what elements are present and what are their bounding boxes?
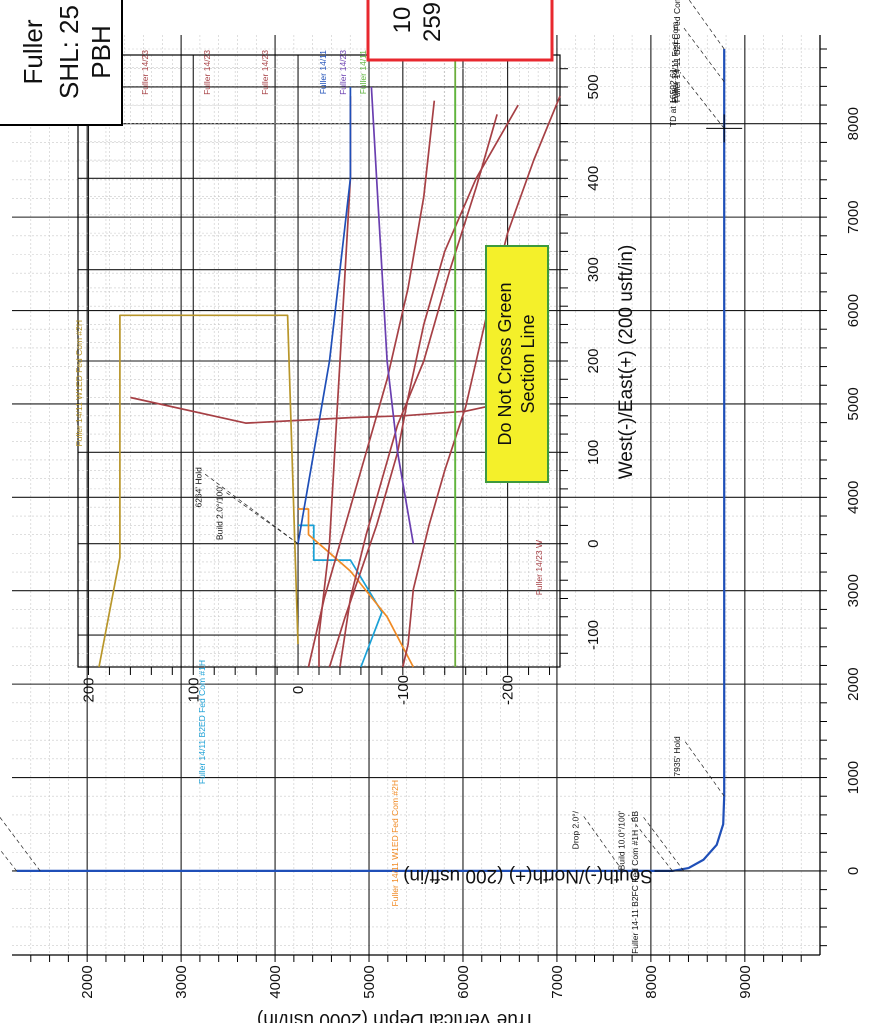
title-box-line-1: Fuller: [18, 19, 48, 84]
well-label: Fuller 14/23: [260, 50, 270, 95]
plan-y-tick-label: -100: [395, 675, 412, 705]
vs-annotation-label: Fuller 14-11 B2FC Fed Com #: [672, 0, 682, 102]
plan-x-tick-label: 500: [585, 74, 602, 99]
vs-x-tick-label: 7000: [845, 200, 862, 233]
well-label: Fuller 14/11 W1ED Fed Com #2H: [74, 320, 84, 446]
well-label: Fuller 14/11: [358, 50, 368, 95]
well-path-7: [130, 396, 529, 424]
vs-y-tick-label: 2000: [79, 965, 96, 998]
vs-annotation-leader: [582, 814, 623, 872]
vs-x-tick-label: 8000: [845, 107, 862, 140]
red-box-line-2: 259: [419, 2, 446, 42]
vs-y-tick-label: 9000: [737, 965, 754, 998]
well-path-4: [339, 114, 498, 668]
well-label: Fuller 14/11: [318, 50, 328, 95]
plan-annotation-label: 6264' Hold: [194, 467, 204, 508]
vertical-section-grid: [12, 35, 827, 962]
vs-annotation-leader: [681, 25, 725, 82]
vs-y-tick-label: 5000: [361, 965, 378, 998]
vs-annotation-label: Fuller 14-11 B2FC Fed Com #1H - BB: [630, 811, 640, 954]
vs-x-tick-label: 0: [845, 867, 862, 875]
title-box-line-2: SHL: 25: [54, 5, 84, 99]
title-box: [0, 0, 123, 126]
well-path-8: [297, 87, 352, 544]
well-path-11: [98, 314, 299, 668]
plan-view-wells: [98, 55, 561, 668]
vs-x-tick-label: 3000: [845, 574, 862, 607]
well-path-3: [307, 100, 436, 668]
vs-y-tick-label: 7000: [549, 965, 566, 998]
plan-x-tick-label: -100: [585, 620, 602, 650]
vs-annotation-label: Drop 2.0°/: [571, 810, 581, 849]
well-path-2: [318, 96, 352, 667]
plan-x-tick-label: 0: [585, 540, 602, 548]
well-label: Fuller 14/23: [202, 50, 212, 95]
vs-y-tick-label: 8000: [643, 965, 660, 998]
title-box-line-3: PBH: [86, 25, 116, 78]
well-path-9: [370, 86, 415, 544]
vs-annotation-leader: [641, 814, 685, 872]
plan-x-axis-title: West(-)/East(+) (200 usft/in): [616, 245, 637, 480]
plan-annotation-leader: [203, 472, 299, 544]
vs-y-tick-label: 3000: [173, 965, 190, 998]
plan-x-tick-label: 400: [585, 166, 602, 191]
red-box: [366, 0, 554, 62]
vs-y-tick-label: 6000: [455, 965, 472, 998]
vs-annotation-leader: [679, 72, 725, 129]
plan-y-axis-title: South(-)/North(+) (200 usft/in): [403, 865, 653, 886]
well-path-0: [298, 524, 383, 668]
plan-x-tick-label: 200: [585, 348, 602, 373]
well-label: Fuller 14/23: [338, 50, 348, 95]
warning-box: [485, 245, 549, 483]
plan-y-tick-label: 100: [185, 677, 202, 702]
vs-annotation-leader: [683, 740, 725, 797]
plan-x-tick-label: 100: [585, 440, 602, 465]
plan-annotation-label: Build 2.0°/100': [215, 485, 225, 540]
vs-x-tick-label: 1000: [845, 761, 862, 794]
vs-annotation-label: 7935' Hold: [672, 736, 682, 777]
vs-annotation-label: Fuller 14/11 Fed Com: [670, 22, 680, 104]
plan-y-tick-label: -200: [500, 675, 517, 705]
vs-x-tick-label: 2000: [845, 667, 862, 700]
vs-annotation-leader: [0, 816, 41, 872]
vs-annotation-leader: [0, 849, 17, 872]
vs-annotation-label: Build 10.0°/100': [616, 811, 626, 871]
plan-y-tick-label: 200: [80, 677, 97, 702]
vs-x-tick-label: 6000: [845, 294, 862, 327]
vs-x-tick-label: 4000: [845, 481, 862, 514]
vs-x-tick-label: 5000: [845, 387, 862, 420]
plan-x-tick-label: 300: [585, 257, 602, 282]
vs-y-tick-label: 4000: [267, 965, 284, 998]
well-label: Fuller 14/11 W1ED Fed Com #2H: [390, 780, 400, 906]
vs-annotation-label: TD at 16592.61: [668, 68, 678, 127]
plan-annotation-leader: [224, 491, 299, 544]
well-path-1: [298, 508, 415, 668]
vs-annotation-leader: [688, 0, 725, 50]
vs-y-axis-title: True Vertical Depth (2000 usft/in): [257, 1009, 535, 1023]
well-label: Fuller 14/11 B2ED Fed Com #1H: [197, 660, 207, 784]
warning-line-1: Do Not Cross Green: [495, 282, 515, 445]
plan-y-tick-label: 0: [290, 686, 307, 694]
vs-annotation-leader: [628, 814, 673, 872]
warning-line-2: Section Line: [518, 314, 538, 413]
red-box-line-1: 10: [389, 7, 416, 34]
well-label: Fuller 14/23 W: [534, 540, 544, 595]
well-label: Fuller 14/23: [140, 50, 150, 95]
tick-labels: -1000100200300400500-200-100010020001000…: [79, 74, 862, 1023]
vs-wellbore-0: [16, 49, 726, 872]
